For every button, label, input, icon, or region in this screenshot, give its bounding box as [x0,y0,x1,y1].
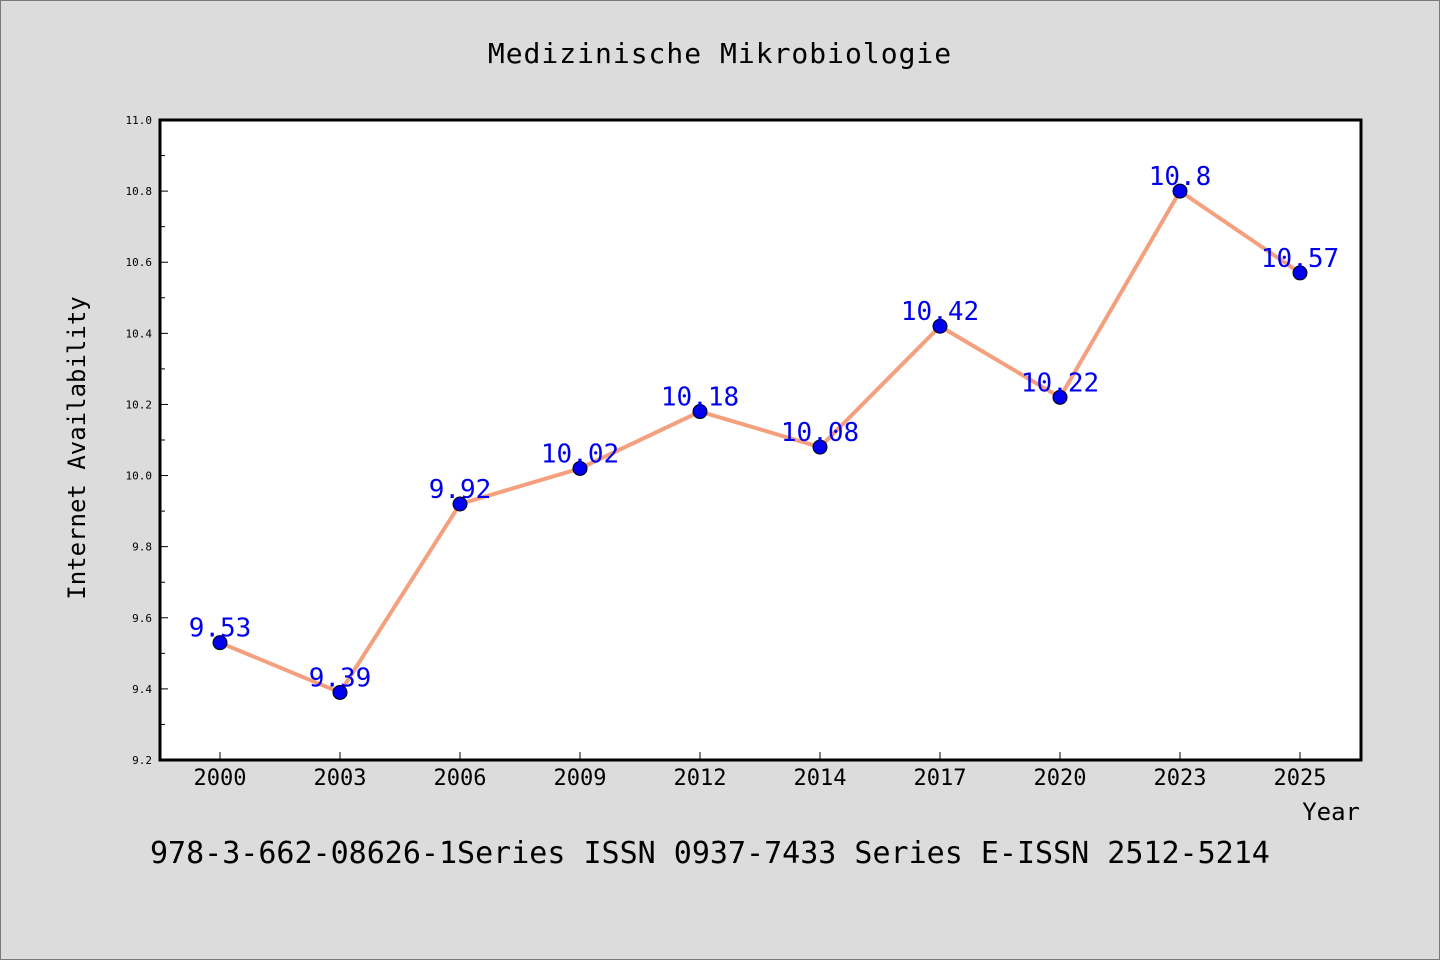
data-point [1052,389,1068,405]
data-point [212,635,228,651]
data-point [692,404,708,420]
data-label: 10.42 [901,297,979,327]
x-tick-label: 2023 [1154,766,1207,791]
data-point [932,318,948,334]
y-tick-label: 10.4 [126,327,153,340]
data-point [1292,265,1308,281]
data-point [572,460,588,476]
data-label: 10.08 [781,418,859,448]
y-tick-label: 10.2 [126,398,153,411]
x-tick-label: 2020 [1034,766,1087,791]
x-axis-label: Year [1302,798,1360,826]
y-tick-label: 9.4 [132,683,152,696]
x-tick-label: 2025 [1274,766,1327,791]
data-point [332,684,348,700]
x-tick-label: 2009 [554,766,607,791]
y-tick-label: 9.8 [132,541,152,554]
y-tick-label: 9.6 [132,612,152,625]
data-label: 9.92 [429,475,492,505]
y-tick-label: 10.8 [126,185,153,198]
x-tick-label: 2017 [914,766,967,791]
data-labels: 9.53 9.39 9.92 10.02 10.18 10.08 10.42 10.22 10.… [189,162,1339,693]
data-points [212,183,1308,700]
x-tick-label: 2014 [794,766,847,791]
x-tick-label: 2000 [194,766,247,791]
data-label: 10.8 [1149,162,1212,192]
y-tick-label: 9.2 [132,754,152,767]
data-label: 10.22 [1021,368,1099,398]
data-label: 9.53 [189,614,252,644]
plot-border [158,118,1363,762]
data-label: 10.18 [661,383,739,413]
y-tick-label: 10.0 [126,470,153,483]
x-axis-ticks: 2000 2003 2006 2009 2012 2014 2017 2020 2023 2025 [194,752,1327,791]
chart-title: Medizinische Mikrobiologie [488,37,952,70]
y-tick-label: 10.6 [126,256,153,269]
data-point [812,439,828,455]
data-label: 9.39 [309,663,372,693]
x-tick-label: 2006 [434,766,487,791]
x-tick-label: 2003 [314,766,367,791]
series-line [219,189,1302,695]
y-axis-label: Internet Availability [63,296,91,599]
data-label: 10.57 [1261,244,1339,274]
x-tick-label: 2012 [674,766,727,791]
data-point [1172,183,1188,199]
data-label: 10.02 [541,439,619,469]
series-line-group [219,189,1302,695]
footer-isbn-issn: 978-3-662-08626-1Series ISSN 0937-7433 S… [150,836,1270,871]
data-point [452,496,468,512]
y-tick-label: 11.0 [126,114,153,127]
